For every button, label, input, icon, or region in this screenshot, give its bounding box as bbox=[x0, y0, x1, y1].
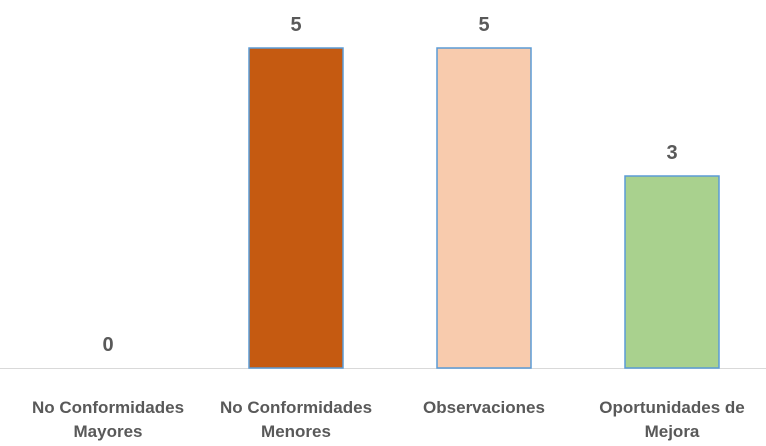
category-label-line: No Conformidades bbox=[32, 398, 184, 417]
bar-3 bbox=[624, 175, 720, 369]
data-labels-group: 0 5 5 3 bbox=[102, 14, 677, 356]
category-label-line: Mayores bbox=[74, 422, 143, 441]
category-label-1: No Conformidades Menores bbox=[220, 398, 372, 441]
category-label-line: Menores bbox=[261, 422, 331, 441]
category-label-line: No Conformidades bbox=[220, 398, 372, 417]
data-label-0: 0 bbox=[102, 334, 113, 356]
data-label-3: 3 bbox=[666, 142, 677, 164]
data-label-2: 5 bbox=[478, 14, 489, 36]
data-label-1: 5 bbox=[290, 14, 301, 36]
bar-2 bbox=[436, 47, 532, 369]
bars-group bbox=[248, 47, 720, 369]
category-label-line: Oportunidades de bbox=[599, 398, 744, 417]
category-label-0: No Conformidades Mayores bbox=[32, 398, 184, 441]
bar-1 bbox=[248, 47, 344, 369]
category-labels-group: No Conformidades Mayores No Conformidades M… bbox=[32, 398, 745, 441]
category-label-line: Mejora bbox=[645, 422, 700, 441]
category-label-3: Oportunidades de Mejora bbox=[599, 398, 744, 441]
category-label-2: Observaciones bbox=[423, 398, 545, 417]
category-label-line: Observaciones bbox=[423, 398, 545, 417]
